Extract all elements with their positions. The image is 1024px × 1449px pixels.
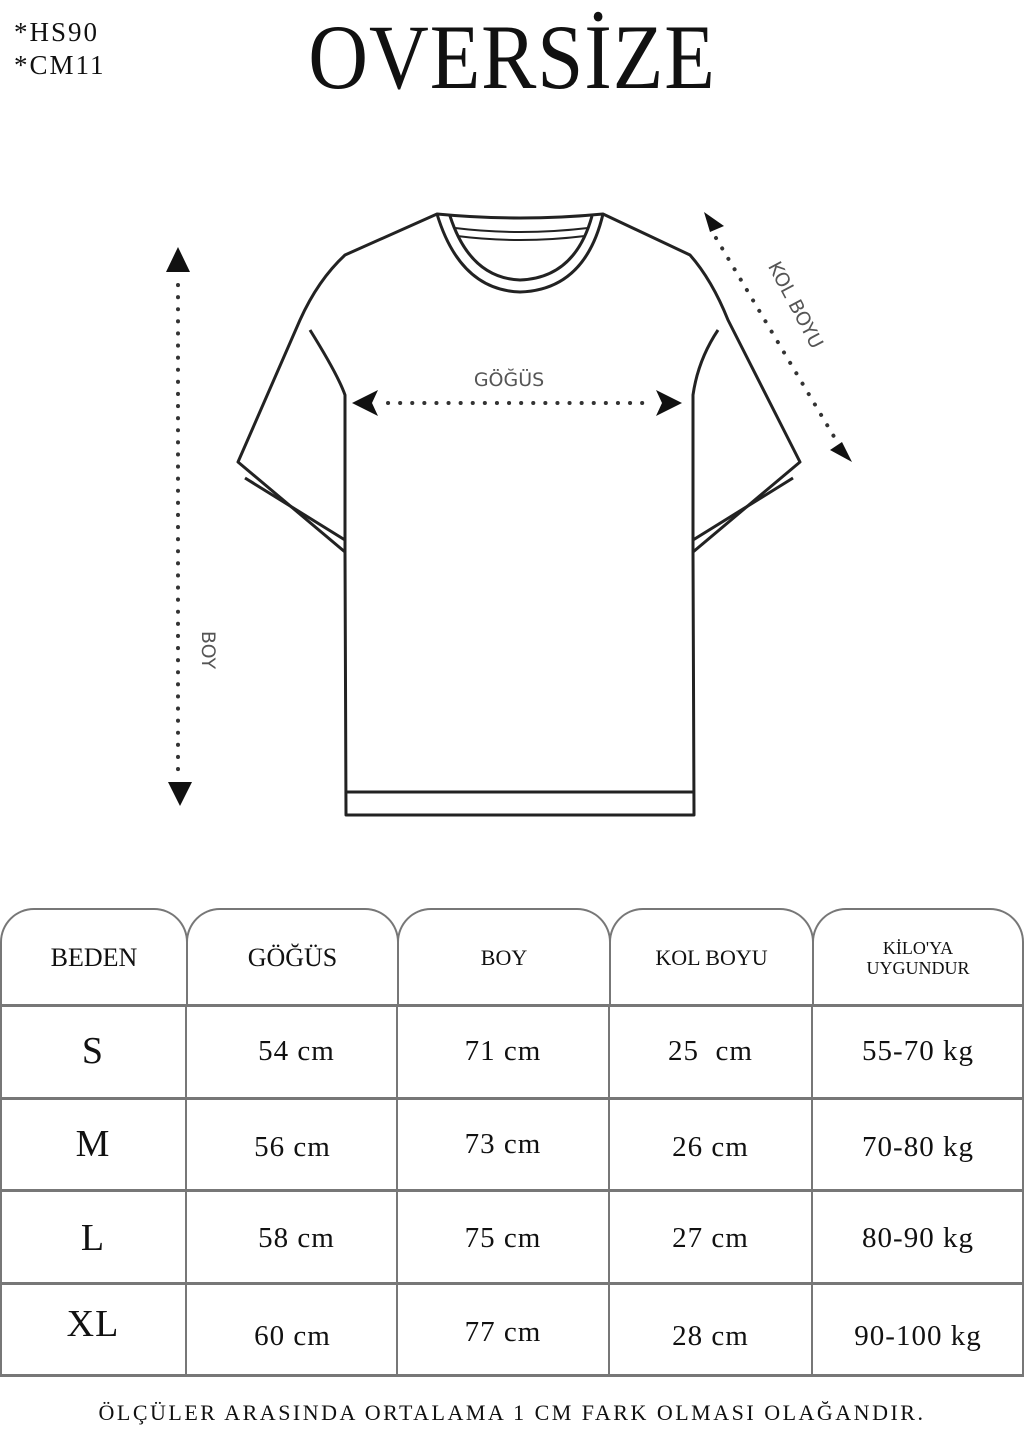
- length-cell: 73 cm: [464, 1127, 542, 1160]
- product-codes: *HS90 *CM11: [14, 16, 106, 82]
- header-label: GÖĞÜS: [247, 942, 338, 972]
- divider: [0, 1004, 1024, 1007]
- sleeve-cell: 26 cm: [672, 1130, 749, 1163]
- divider: [0, 1282, 1024, 1285]
- chest-cell: 60 cm: [254, 1319, 331, 1352]
- header-weight: KİLO'YA UYGUNDUR: [812, 908, 1024, 1005]
- weight-cell: 70-80 kg: [862, 1130, 974, 1163]
- header-length: BOY: [397, 908, 611, 1005]
- header-label: BOY: [480, 944, 528, 970]
- divider: [608, 1004, 610, 1376]
- header-label: KİLO'YA: [882, 937, 954, 958]
- chest-cell: 56 cm: [254, 1130, 331, 1163]
- divider: [0, 1097, 1024, 1100]
- size-cell: L: [80, 1217, 106, 1259]
- sleeve-cell: 25 cm: [668, 1034, 753, 1067]
- header-size: BEDEN: [0, 908, 188, 1005]
- shirt-outline: [236, 212, 802, 817]
- weight-cell: 55-70 kg: [862, 1034, 974, 1067]
- weight-cell: 80-90 kg: [862, 1221, 974, 1254]
- length-cell: 77 cm: [464, 1315, 542, 1348]
- divider: [1022, 1004, 1024, 1376]
- header-sleeve: KOL BOYU: [609, 908, 814, 1005]
- weight-cell: 90-100 kg: [854, 1319, 982, 1352]
- sleeve-label: KOL BOYU: [763, 258, 827, 352]
- code-1: *HS90: [14, 17, 100, 47]
- divider: [0, 1004, 2, 1376]
- code-2: *CM11: [14, 50, 106, 80]
- footer-note: ÖLÇÜLER ARASINDA ORTALAMA 1 CM FARK OLMA…: [98, 1400, 926, 1425]
- divider: [396, 1004, 398, 1376]
- header-chest: GÖĞÜS: [186, 908, 399, 1005]
- size-cell: S: [81, 1030, 105, 1072]
- divider: [0, 1374, 1024, 1377]
- divider: [0, 1189, 1024, 1192]
- chest-cell: 58 cm: [258, 1221, 335, 1254]
- header-label: BEDEN: [50, 942, 138, 972]
- size-cell: XL: [66, 1303, 120, 1345]
- tshirt-diagram: GÖĞÜS BOY KOL BOYU: [166, 212, 852, 817]
- header-label: KOL BOYU: [655, 944, 768, 970]
- page-title: OVERSİZE: [308, 6, 716, 108]
- sleeve-cell: 28 cm: [672, 1319, 749, 1352]
- divider: [811, 1004, 813, 1376]
- length-cell: 75 cm: [464, 1221, 542, 1254]
- length-label: BOY: [197, 631, 219, 670]
- sleeve-cell: 27 cm: [672, 1221, 749, 1254]
- length-cell: 71 cm: [464, 1034, 542, 1067]
- chest-label: GÖĞÜS: [474, 367, 544, 391]
- divider: [185, 1004, 187, 1376]
- size-cell: M: [75, 1123, 111, 1165]
- chest-cell: 54 cm: [258, 1034, 335, 1067]
- header-label: UYGUNDUR: [866, 957, 970, 978]
